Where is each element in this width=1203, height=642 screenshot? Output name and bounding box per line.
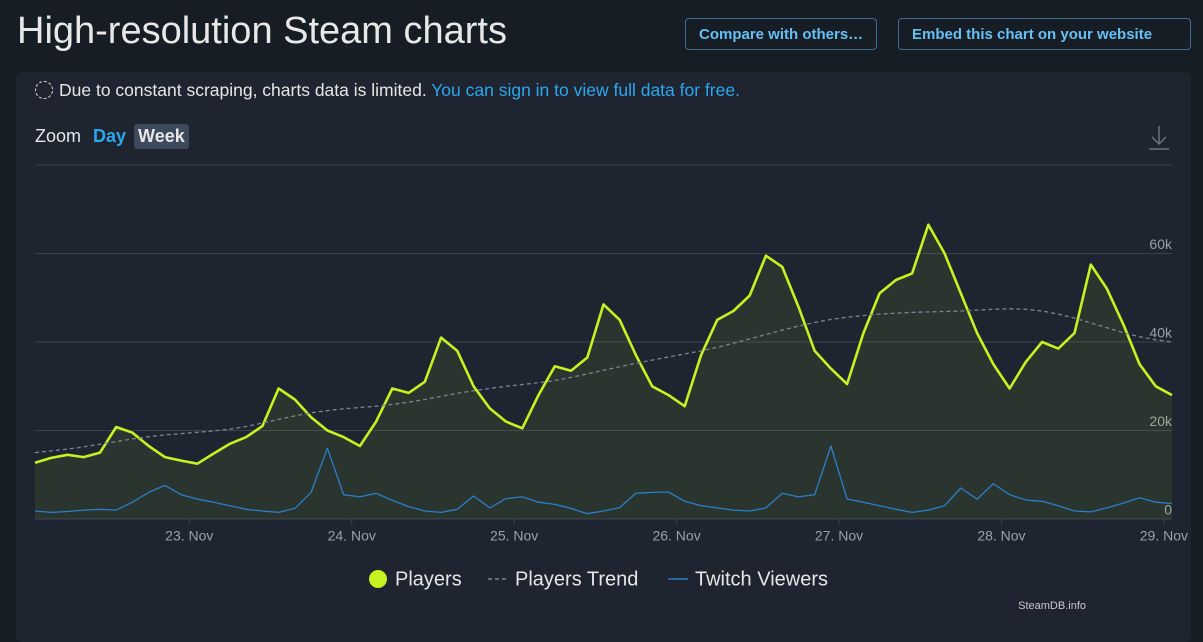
legend-label[interactable]: Players Trend bbox=[515, 568, 638, 590]
zoom-controls: Zoom Day Week bbox=[35, 124, 189, 149]
page-title: High-resolution Steam charts bbox=[17, 10, 507, 52]
chart-panel bbox=[16, 72, 1191, 642]
legend-symbol bbox=[369, 570, 387, 588]
series-line bbox=[34, 308, 1173, 454]
zoom-day[interactable]: Day bbox=[93, 126, 127, 146]
y-tick-label: 40k bbox=[1149, 325, 1173, 341]
compare-button[interactable]: Compare with others… bbox=[685, 18, 878, 50]
zoom-week[interactable]: Week bbox=[134, 124, 189, 149]
embed-button[interactable]: Embed this chart on your website bbox=[898, 18, 1191, 50]
series-line bbox=[34, 223, 1173, 465]
x-tick-label: 29. Nov bbox=[1140, 528, 1188, 544]
notice-text: Due to constant scraping, charts data is… bbox=[59, 80, 427, 100]
zoom-label: Zoom bbox=[35, 126, 82, 146]
x-tick-label: 24. Nov bbox=[328, 528, 376, 544]
y-tick-label: 20k bbox=[1149, 413, 1173, 429]
download-icon bbox=[1149, 126, 1169, 150]
x-tick-label: 23. Nov bbox=[165, 528, 213, 544]
credit: SteamDB.info bbox=[1018, 600, 1086, 612]
y-tick-label: 0 bbox=[1164, 502, 1172, 518]
series-line bbox=[34, 445, 1173, 515]
notice-icon bbox=[35, 81, 53, 99]
x-tick-label: 26. Nov bbox=[652, 528, 700, 544]
sign-in-link[interactable]: You can sign in to view full data for fr… bbox=[431, 80, 740, 100]
x-tick-label: 25. Nov bbox=[490, 528, 538, 544]
x-tick-label: 27. Nov bbox=[815, 528, 863, 544]
legend-label[interactable]: Players bbox=[395, 568, 462, 590]
players-area bbox=[35, 224, 1172, 519]
notice: Due to constant scraping, charts data is… bbox=[35, 80, 740, 101]
legend-label[interactable]: Twitch Viewers bbox=[695, 568, 828, 590]
y-tick-label: 60k bbox=[1149, 236, 1173, 252]
x-tick-label: 28. Nov bbox=[977, 528, 1025, 544]
